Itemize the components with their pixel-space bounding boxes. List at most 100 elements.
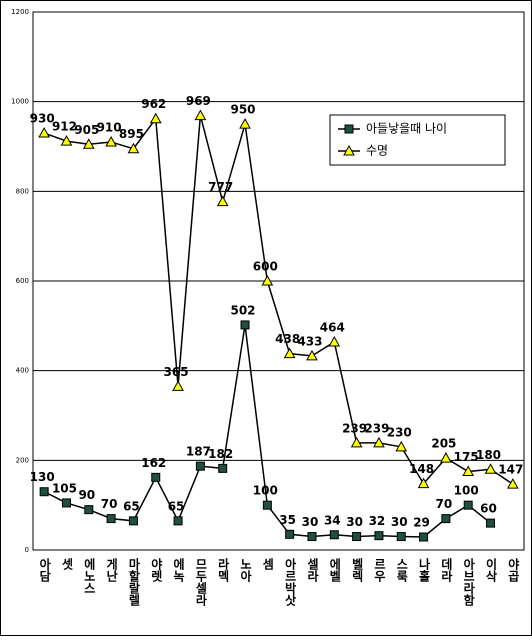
point xyxy=(285,529,295,539)
data-label: 162 xyxy=(141,456,166,470)
data-label: 433 xyxy=(297,334,322,348)
legend-box xyxy=(329,114,506,166)
data-label: 187 xyxy=(186,445,211,459)
x-tick-label: 아브라함 xyxy=(462,557,476,607)
data-label: 239 xyxy=(364,421,389,435)
data-label: 950 xyxy=(230,103,255,117)
legend-marker xyxy=(343,144,355,156)
point xyxy=(306,349,318,361)
data-label: 175 xyxy=(454,450,479,464)
x-tick-label: 게난 xyxy=(105,558,119,583)
y-tick-label: 400 xyxy=(16,367,29,375)
y-tick-label: 1000 xyxy=(11,98,29,106)
data-label: 32 xyxy=(369,514,386,528)
legend-label: 아들낳을때 나이 xyxy=(366,122,447,136)
data-label: 230 xyxy=(387,425,412,439)
x-tick-label: 셀라 xyxy=(305,557,319,583)
point xyxy=(307,532,317,542)
data-label: 60 xyxy=(480,502,497,516)
data-label: 438 xyxy=(275,332,300,346)
point xyxy=(484,463,497,474)
point xyxy=(218,463,228,473)
point xyxy=(261,274,274,286)
y-tick-label: 0 xyxy=(25,546,29,554)
point xyxy=(106,514,116,524)
x-tick-label: 데라 xyxy=(439,558,453,583)
legend-label: 수명 xyxy=(366,144,388,158)
point xyxy=(105,135,117,147)
x-tick-label: 마할랄렐 xyxy=(127,557,141,607)
data-label: 180 xyxy=(476,448,501,462)
data-label: 35 xyxy=(279,513,296,527)
point xyxy=(417,477,430,489)
point xyxy=(396,532,406,542)
point xyxy=(149,112,162,124)
point xyxy=(82,138,95,149)
data-label: 502 xyxy=(230,303,255,317)
data-label: 30 xyxy=(346,515,363,529)
data-label: 895 xyxy=(119,127,144,141)
x-tick-label: 벨렉 xyxy=(350,557,364,583)
series-line xyxy=(43,115,514,485)
x-tick-label: 야곱 xyxy=(506,557,520,583)
y-tick-label: 200 xyxy=(16,456,29,464)
data-label: 105 xyxy=(52,481,77,495)
point xyxy=(216,195,229,207)
point xyxy=(486,518,496,528)
data-label: 962 xyxy=(141,97,166,111)
x-tick-label: 야렛 xyxy=(149,557,163,583)
data-label: 969 xyxy=(186,94,211,108)
point xyxy=(283,347,296,359)
point xyxy=(352,532,362,542)
point xyxy=(239,118,251,129)
data-label: 182 xyxy=(208,447,233,461)
data-label: 100 xyxy=(454,484,479,498)
data-label: 600 xyxy=(253,260,278,274)
point xyxy=(463,500,473,510)
data-label: 70 xyxy=(101,497,118,511)
x-tick-label: 아담 xyxy=(38,557,52,583)
data-label: 910 xyxy=(97,121,122,135)
point xyxy=(172,380,184,391)
x-tick-label: 아르박삿 xyxy=(283,557,297,607)
x-tick-label: 에녹 xyxy=(172,557,186,583)
x-tick-label: 스룩 xyxy=(395,558,409,583)
x-tick-label: 노아 xyxy=(239,558,253,583)
data-label: 34 xyxy=(324,513,341,527)
point xyxy=(38,127,51,138)
point xyxy=(440,452,452,463)
data-label: 29 xyxy=(413,515,430,529)
data-label: 930 xyxy=(30,112,55,126)
point xyxy=(395,440,408,452)
point xyxy=(151,472,161,482)
x-tick-label: 르우 xyxy=(372,558,386,583)
point xyxy=(462,465,475,477)
data-label: 65 xyxy=(123,499,140,513)
data-label: 90 xyxy=(78,488,95,502)
data-label: 147 xyxy=(498,463,523,477)
data-label: 905 xyxy=(74,123,99,137)
point xyxy=(240,320,250,330)
point xyxy=(373,436,385,448)
point xyxy=(60,135,73,146)
y-tick-label: 1200 xyxy=(11,8,29,16)
x-tick-label: 셈 xyxy=(261,558,275,571)
data-label: 70 xyxy=(436,497,453,511)
x-tick-label: 이삭 xyxy=(484,557,498,583)
point xyxy=(84,505,94,515)
x-tick-label: 므두셀라 xyxy=(194,558,208,607)
x-tick-label: 셋 xyxy=(60,557,74,571)
point xyxy=(128,516,138,526)
data-label: 130 xyxy=(30,470,55,484)
data-label: 365 xyxy=(164,365,189,379)
y-tick-label: 800 xyxy=(16,187,29,195)
point xyxy=(350,436,363,448)
point xyxy=(374,531,384,541)
x-tick-label: 에벨 xyxy=(328,557,342,583)
point xyxy=(39,487,49,497)
point xyxy=(328,335,341,347)
x-tick-label: 나홀 xyxy=(417,557,431,582)
